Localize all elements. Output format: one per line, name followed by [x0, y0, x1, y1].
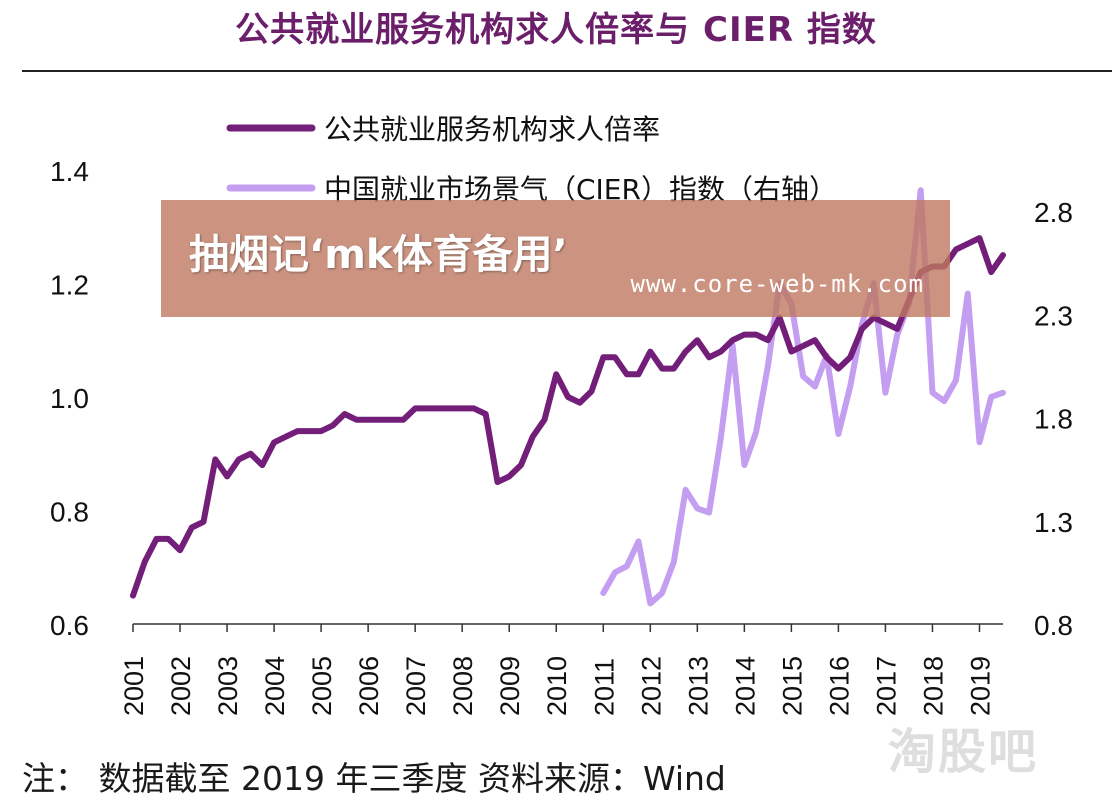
x-tick-label: 2010 [542, 656, 572, 716]
x-tick-label: 2004 [260, 656, 290, 716]
y-right-tick-label: 2.8 [1034, 197, 1073, 228]
series-line-cier-index [600, 187, 1006, 607]
banner-url: www.core-web-mk.com [630, 270, 924, 298]
x-tick-label: 2007 [401, 656, 431, 716]
x-tick-label: 2002 [166, 656, 196, 716]
x-tick-label: 2014 [730, 656, 760, 716]
x-tick-label: 2015 [777, 656, 807, 716]
x-tick-label: 2011 [589, 658, 619, 716]
source-note: 注： 数据截至 2019 年三季度 资料来源：Wind [22, 759, 726, 798]
chart-title: 公共就业服务机构求人倍率与 CIER 指数 [235, 10, 877, 50]
x-tick-label: 2017 [871, 656, 901, 716]
x-tick-label: 2013 [683, 656, 713, 716]
series-line-job-ratio [130, 235, 1006, 599]
y-left-tick-label: 1.2 [50, 270, 89, 301]
x-tick-label: 2008 [448, 656, 478, 716]
x-tick-label: 2018 [918, 656, 948, 716]
banner-text: 抽烟记‘mk体育备用’ [189, 232, 568, 278]
x-tick-label: 2001 [119, 656, 149, 716]
y-left-tick-label: 0.8 [50, 497, 89, 528]
y-left-tick-label: 1.0 [50, 383, 89, 414]
y-right-tick-label: 1.8 [1034, 404, 1073, 435]
legend-label: 公共就业服务机构求人倍率 [324, 113, 660, 146]
y-right-tick-label: 0.8 [1034, 610, 1073, 641]
x-tick-label: 2006 [354, 656, 384, 716]
x-tick-label: 2019 [965, 656, 995, 716]
y-right-tick-label: 2.3 [1034, 300, 1073, 331]
y-right-tick-label: 1.3 [1034, 507, 1073, 538]
title-divider [22, 70, 1112, 72]
corner-watermark: 淘股吧 [888, 724, 1039, 780]
y-left-tick-label: 1.4 [50, 156, 89, 187]
x-tick-label: 2009 [495, 656, 525, 716]
watermark-banner: 抽烟记‘mk体育备用’ www.core-web-mk.com [161, 200, 950, 317]
y-left-tick-label: 0.6 [50, 610, 89, 641]
x-tick-label: 2012 [636, 656, 666, 716]
x-tick-label: 2016 [824, 656, 854, 716]
x-tick-label: 2005 [307, 656, 337, 716]
x-tick-label: 2003 [213, 656, 243, 716]
